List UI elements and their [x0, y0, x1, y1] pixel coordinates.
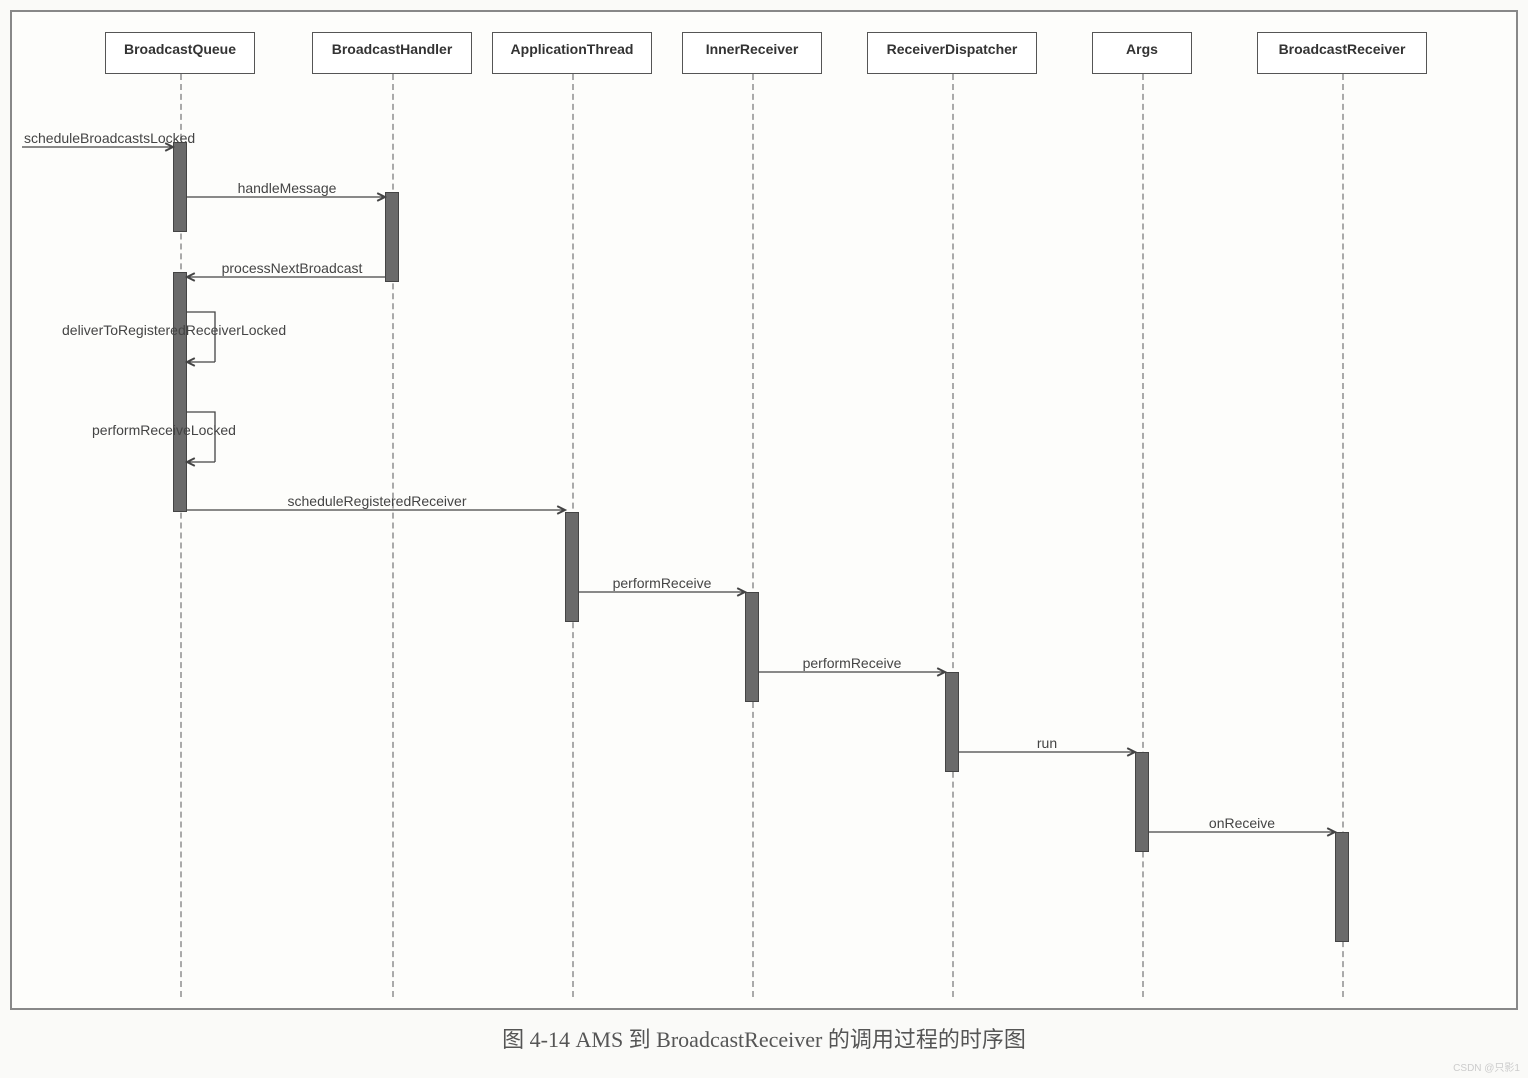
- message-label-7: performReceive: [803, 655, 902, 671]
- message-label-8: run: [1037, 735, 1057, 751]
- message-label-3: deliverToRegisteredReceiverLocked: [62, 322, 286, 338]
- participant-bh: BroadcastHandler: [312, 32, 472, 74]
- participant-rd: ReceiverDispatcher: [867, 32, 1037, 74]
- lifeline-ir: [752, 74, 754, 997]
- message-label-5: scheduleRegisteredReceiver: [288, 493, 467, 509]
- participant-at: ApplicationThread: [492, 32, 652, 74]
- activation-bq-0: [173, 142, 187, 232]
- message-label-4: performReceiveLocked: [92, 422, 236, 438]
- participant-ir: InnerReceiver: [682, 32, 822, 74]
- activation-at-3: [565, 512, 579, 622]
- activation-ir-4: [745, 592, 759, 702]
- message-label-0: scheduleBroadcastsLocked: [24, 130, 195, 146]
- participant-br: BroadcastReceiver: [1257, 32, 1427, 74]
- message-label-2: processNextBroadcast: [222, 260, 363, 276]
- arrows-layer: [12, 12, 1518, 1010]
- lifeline-ar: [1142, 74, 1144, 997]
- participant-ar: Args: [1092, 32, 1192, 74]
- message-label-6: performReceive: [613, 575, 712, 591]
- activation-bh-1: [385, 192, 399, 282]
- activation-bq-2: [173, 272, 187, 512]
- activation-rd-5: [945, 672, 959, 772]
- sequence-diagram: BroadcastQueue BroadcastHandler Applicatio…: [10, 10, 1518, 1010]
- activation-br-7: [1335, 832, 1349, 942]
- lifeline-rd: [952, 74, 954, 997]
- watermark: CSDN @只影1: [1453, 1059, 1520, 1074]
- figure-caption: 图 4-14 AMS 到 BroadcastReceiver 的调用过程的时序图: [10, 1022, 1518, 1054]
- activation-ar-6: [1135, 752, 1149, 852]
- message-label-9: onReceive: [1209, 815, 1275, 831]
- message-label-1: handleMessage: [238, 180, 337, 196]
- participant-bq: BroadcastQueue: [105, 32, 255, 74]
